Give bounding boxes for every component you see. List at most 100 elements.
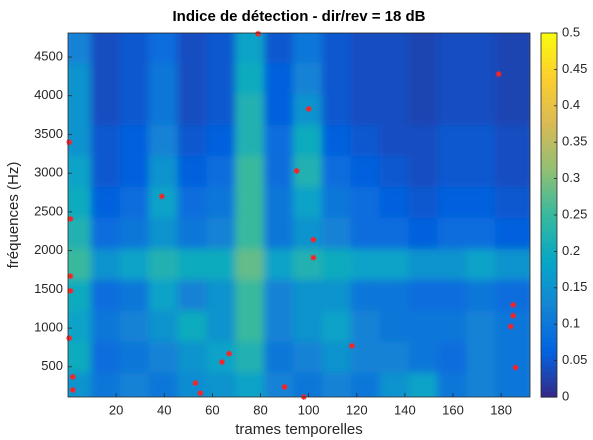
- colorbar-swatch: [541, 247, 557, 253]
- colorbar-swatch: [541, 142, 557, 149]
- y-tick-label: 2000: [34, 242, 63, 257]
- cells: [68, 33, 530, 397]
- colorbar-swatch: [541, 212, 557, 219]
- colorbar-swatch: [541, 162, 557, 169]
- marker: [255, 30, 262, 37]
- marker: [293, 167, 300, 174]
- colorbar-swatch: [541, 387, 557, 393]
- colorbar-swatch: [541, 187, 557, 194]
- marker: [67, 273, 74, 280]
- y-tick-label: 4000: [34, 87, 63, 102]
- colorbar-swatch: [541, 382, 557, 388]
- colorbar-swatch: [541, 57, 557, 64]
- x-tick-label: 140: [394, 402, 416, 417]
- marker: [69, 373, 76, 380]
- colorbar-tick-label: 0.2: [562, 243, 580, 258]
- colorbar-swatch: [541, 227, 557, 234]
- marker: [226, 350, 233, 357]
- y-tick-label: 3000: [34, 165, 63, 180]
- y-axis-label: fréquences (Hz): [5, 162, 22, 269]
- colorbar-swatch: [541, 122, 557, 129]
- colorbar-tick-label: 0.5: [562, 24, 580, 39]
- colorbar-swatch: [541, 262, 557, 268]
- colorbar-swatch: [541, 267, 557, 273]
- marker: [66, 139, 73, 146]
- colorbar-swatch: [541, 77, 557, 84]
- colorbar-tick-label: 0.35: [562, 134, 587, 149]
- colorbar-swatch: [541, 237, 557, 244]
- chart-title: Indice de détection - dir/rev = 18 dB: [173, 8, 426, 25]
- colorbar-swatch: [541, 172, 557, 179]
- colorbar-swatch: [541, 62, 557, 69]
- colorbar-swatch: [541, 292, 557, 298]
- colorbar-swatch: [541, 137, 557, 144]
- x-tick-label: 120: [346, 402, 368, 417]
- colorbar-swatch: [541, 362, 557, 368]
- colorbar-swatch: [541, 252, 557, 258]
- x-axis-label: trames temporelles: [235, 421, 363, 438]
- colorbar-swatch: [541, 232, 557, 239]
- colorbar-swatch: [541, 282, 557, 288]
- y-tick-label: 2500: [34, 203, 63, 218]
- colorbar-swatch: [541, 307, 557, 313]
- colorbar-swatch: [541, 377, 557, 383]
- colorbar-swatch: [541, 222, 557, 229]
- colorbar-swatch: [541, 157, 557, 164]
- colorbar-swatch: [541, 322, 557, 328]
- colorbar-swatch: [541, 257, 557, 263]
- colorbar-swatch: [541, 197, 557, 204]
- y-tick-label: 4500: [34, 48, 63, 63]
- x-tick-label: 100: [298, 402, 320, 417]
- colorbar-tick-label: 0.4: [562, 97, 580, 112]
- colorbar-swatch: [541, 347, 557, 353]
- x-tick-label: 60: [205, 402, 219, 417]
- colorbar-swatch: [541, 297, 557, 303]
- colorbar-swatch: [541, 392, 557, 398]
- marker: [310, 254, 317, 261]
- colorbar-swatch: [541, 272, 557, 278]
- x-tick-label: 180: [490, 402, 512, 417]
- y-tick-label: 500: [41, 358, 63, 373]
- colorbar-tick-label: 0.1: [562, 316, 580, 331]
- x-tick-label: 40: [157, 402, 171, 417]
- marker: [66, 335, 73, 342]
- y-tick-label: 1500: [34, 281, 63, 296]
- marker: [512, 364, 519, 371]
- colorbar-swatch: [541, 337, 557, 343]
- colorbar-swatch: [541, 127, 557, 134]
- colorbar-swatch: [541, 47, 557, 54]
- colorbar-swatch: [541, 207, 557, 214]
- marker: [67, 215, 74, 222]
- colorbar-swatch: [541, 287, 557, 293]
- colorbar-tick-label: 0: [562, 388, 569, 403]
- colorbar-swatch: [541, 72, 557, 79]
- colorbar-swatch: [541, 112, 557, 119]
- colorbar-tick-label: 0.3: [562, 170, 580, 185]
- colorbar-swatch: [541, 87, 557, 94]
- marker: [158, 193, 165, 200]
- overlay: 20 40 60 80 100 120 140 160 180 500 1000 1500 2000 25…: [34, 30, 519, 417]
- colorbar-swatch: [541, 367, 557, 373]
- colorbar-tick-label: 0.25: [562, 206, 587, 221]
- colorbar-swatch: [541, 332, 557, 338]
- colorbar-swatch: [541, 342, 557, 348]
- heatmap: [68, 33, 530, 397]
- marker: [507, 323, 514, 330]
- colorbar-swatch: [541, 132, 557, 139]
- colorbar-swatch: [541, 42, 557, 49]
- colorbar-swatch: [541, 147, 557, 154]
- colorbar-swatch: [541, 192, 557, 199]
- marker: [348, 342, 355, 349]
- colorbar-swatch: [541, 37, 557, 44]
- marker: [310, 236, 317, 243]
- x-tick-label: 160: [442, 402, 464, 417]
- marker: [495, 71, 502, 78]
- colorbar-swatch: [541, 102, 557, 109]
- colorbar-swatch: [541, 177, 557, 184]
- colorbar-swatch: [541, 202, 557, 209]
- marker: [69, 387, 76, 394]
- colorbar-swatch: [541, 117, 557, 124]
- y-tick-label: 3500: [34, 126, 63, 141]
- colorbar-swatch: [541, 317, 557, 323]
- colorbar-swatch: [541, 97, 557, 104]
